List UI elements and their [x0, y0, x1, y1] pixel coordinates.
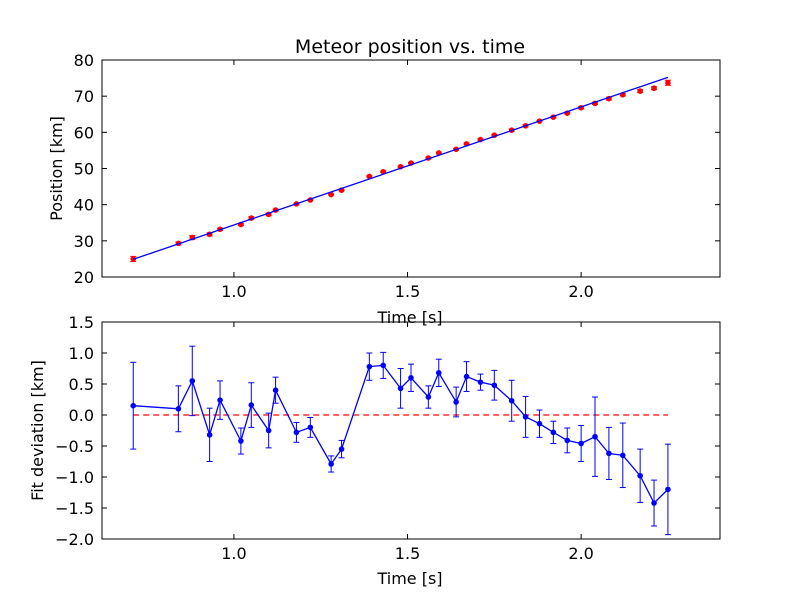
- data-point: [637, 88, 643, 94]
- position-axis-ticks: 1.0 1.5 2.0 20 30 40 50 60 70 80: [74, 51, 720, 301]
- position-y-tick-label: 40: [74, 196, 94, 215]
- deviation-y-tick-label: −0.5: [55, 437, 94, 456]
- deviation-plot-frame: [101, 321, 721, 540]
- data-point: [463, 373, 470, 380]
- data-point: [665, 486, 671, 493]
- position-x-axis-label: Time [s]: [376, 308, 442, 327]
- deviation-y-tick-label: −1.5: [55, 499, 94, 518]
- deviation-y-tick-label: 0.0: [69, 406, 94, 425]
- position-panel: Meteor position vs. time 1.0 1.5 2.0 20 30 40…: [47, 36, 721, 327]
- deviation-axis-ticks: 1.0 1.5 2.0 1.5 1.0 0.5 0.0 −0.5 −1.0 −1.5 −2.0: [55, 313, 720, 563]
- data-point: [380, 362, 387, 369]
- data-point: [508, 397, 515, 404]
- deviation-y-tick-label: −1.0: [55, 468, 94, 487]
- data-point: [491, 382, 498, 389]
- deviation-y-axis-label: Fit deviation [km]: [28, 360, 47, 501]
- data-point: [522, 414, 529, 420]
- deviation-y-tick-label: −2.0: [55, 530, 94, 549]
- position-y-tick-label: 50: [74, 160, 94, 179]
- data-point: [293, 429, 300, 436]
- data-point: [637, 472, 643, 479]
- data-point: [435, 370, 442, 376]
- position-y-tick-label: 80: [74, 51, 94, 70]
- data-point: [564, 437, 571, 444]
- deviation-x-axis-label: Time [s]: [376, 569, 442, 588]
- chart-title: Meteor position vs. time: [295, 36, 525, 58]
- position-y-tick-label: 60: [74, 123, 94, 142]
- data-point: [397, 385, 404, 392]
- data-point: [606, 450, 612, 457]
- deviation-panel: 1.0 1.5 2.0 1.5 1.0 0.5 0.0 −0.5 −1.0 −1.5 −2.0 Ti…: [28, 313, 721, 588]
- deviation-plot-marks: [130, 345, 671, 536]
- data-point: [328, 461, 334, 467]
- position-y-axis-label: Position [km]: [47, 116, 66, 221]
- data-point: [206, 432, 213, 438]
- data-point: [619, 452, 626, 459]
- position-x-tick-label: 2.0: [568, 282, 593, 301]
- data-point: [338, 446, 345, 452]
- data-point: [238, 438, 244, 444]
- deviation-y-tick-label: 1.5: [69, 313, 94, 332]
- data-point: [366, 363, 373, 370]
- data-point: [453, 399, 459, 405]
- data-point: [425, 394, 432, 400]
- deviation-x-tick-label: 2.0: [568, 544, 593, 563]
- data-point: [272, 387, 279, 394]
- data-point: [130, 402, 137, 409]
- data-point: [175, 406, 182, 412]
- data-point: [651, 85, 657, 92]
- deviation-y-tick-label: 0.5: [69, 375, 94, 394]
- deviation-x-tick-label: 1.5: [395, 544, 420, 563]
- position-y-tick-label: 30: [74, 232, 94, 251]
- data-point: [307, 424, 314, 431]
- data-point: [651, 500, 657, 506]
- data-point: [265, 427, 272, 434]
- data-point: [550, 429, 557, 436]
- linear-fit-line: [133, 76, 669, 260]
- position-x-tick-label: 1.0: [221, 282, 246, 301]
- data-point: [189, 378, 196, 384]
- data-point: [248, 402, 255, 408]
- data-point: [592, 433, 598, 440]
- deviation-x-tick-label: 1.0: [221, 544, 246, 563]
- data-point: [408, 375, 414, 381]
- data-point: [578, 440, 584, 447]
- position-x-tick-label: 1.5: [395, 282, 420, 301]
- position-plot-marks: [130, 76, 671, 262]
- data-point: [536, 420, 543, 427]
- data-point: [217, 397, 223, 403]
- deviation-y-tick-label: 1.0: [69, 344, 94, 363]
- data-point: [665, 79, 671, 86]
- position-y-tick-label: 20: [74, 268, 94, 287]
- position-y-tick-label: 70: [74, 87, 94, 106]
- data-point: [477, 379, 484, 385]
